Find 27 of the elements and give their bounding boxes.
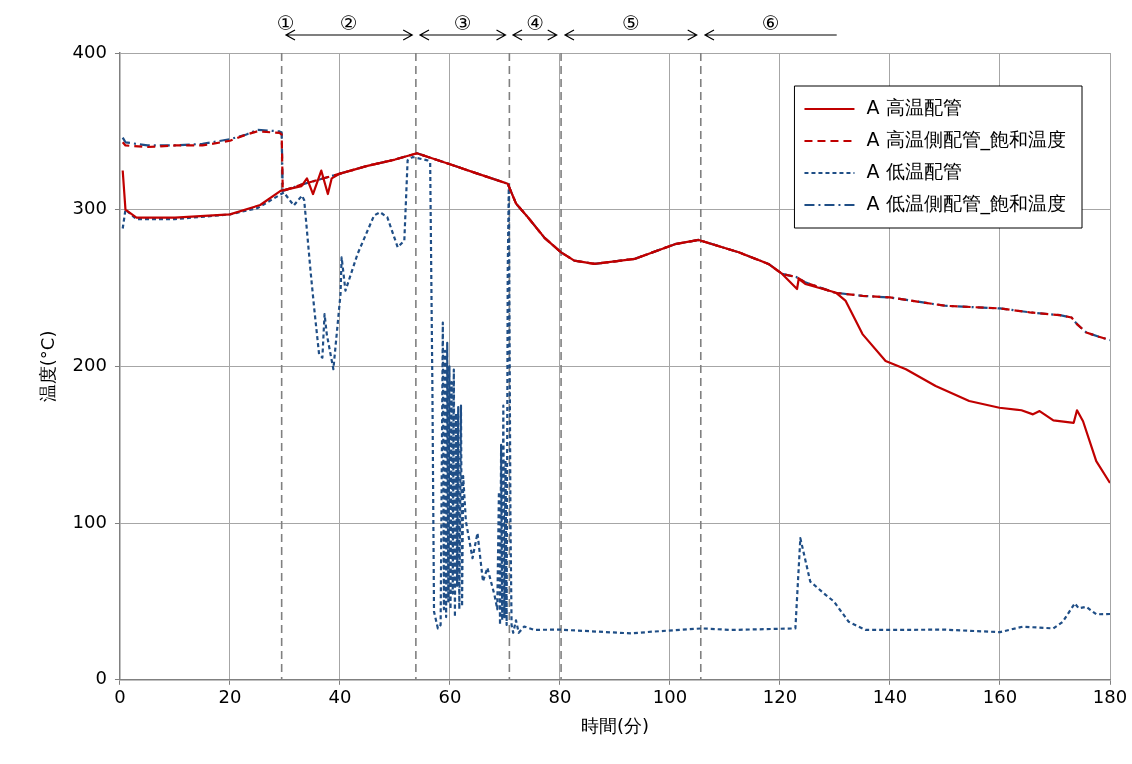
text: ① — [276, 11, 295, 35]
legend-label: A 低温側配管_飽和温度 — [866, 191, 1067, 215]
text: ⑤ — [621, 11, 640, 35]
x-tick-label: 160 — [982, 686, 1018, 708]
text: ② — [339, 11, 358, 35]
legend-label: A 高温配管 — [866, 95, 962, 118]
y-tick-label: 200 — [72, 354, 107, 376]
x-tick-label: 100 — [652, 686, 688, 708]
legend-label: A 高温側配管_飽和温度 — [866, 127, 1067, 151]
x-axis-title: 時間(分) — [580, 714, 649, 736]
y-tick-label: 400 — [72, 40, 107, 62]
x-tick-label: 180 — [1092, 686, 1128, 708]
y-tick-label: 100 — [72, 510, 107, 532]
text: ④ — [526, 11, 545, 35]
x-tick-label: 80 — [548, 686, 572, 708]
y-tick-label: 300 — [72, 197, 107, 219]
text: ③ — [453, 11, 472, 35]
x-tick-label: 20 — [218, 686, 242, 708]
x-tick-label: 120 — [762, 686, 798, 708]
legend-label: A 低温配管 — [866, 159, 962, 182]
x-tick-label: 140 — [872, 686, 908, 708]
x-tick-label: 0 — [114, 686, 126, 708]
y-tick-label: 0 — [95, 667, 107, 689]
x-tick-label: 60 — [438, 686, 462, 708]
y-axis-title: 温度(°C) — [37, 330, 59, 403]
text: ⑥ — [761, 11, 780, 35]
x-tick-label: 40 — [328, 686, 352, 708]
